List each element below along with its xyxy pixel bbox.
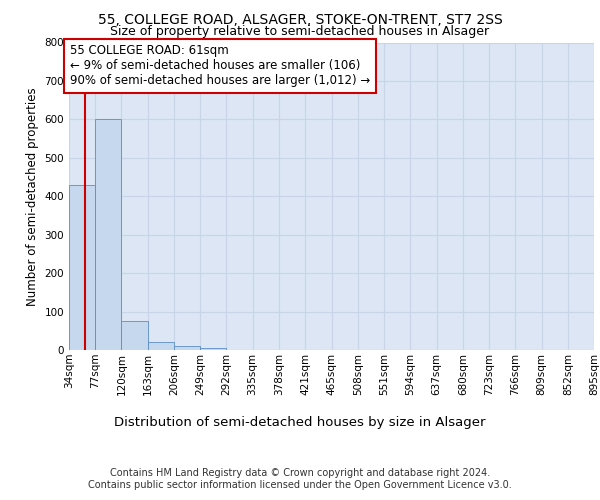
Text: 55, COLLEGE ROAD, ALSAGER, STOKE-ON-TRENT, ST7 2SS: 55, COLLEGE ROAD, ALSAGER, STOKE-ON-TREN… bbox=[98, 12, 502, 26]
Bar bbox=[95, 120, 121, 350]
Text: Contains HM Land Registry data © Crown copyright and database right 2024.: Contains HM Land Registry data © Crown c… bbox=[110, 468, 490, 477]
Text: Size of property relative to semi-detached houses in Alsager: Size of property relative to semi-detach… bbox=[110, 25, 490, 38]
Text: Contains public sector information licensed under the Open Government Licence v3: Contains public sector information licen… bbox=[88, 480, 512, 490]
Y-axis label: Number of semi-detached properties: Number of semi-detached properties bbox=[26, 87, 39, 306]
Bar bbox=[174, 346, 200, 350]
Bar bbox=[69, 184, 95, 350]
Bar bbox=[121, 321, 148, 350]
Text: Distribution of semi-detached houses by size in Alsager: Distribution of semi-detached houses by … bbox=[114, 416, 486, 429]
Text: 55 COLLEGE ROAD: 61sqm
← 9% of semi-detached houses are smaller (106)
90% of sem: 55 COLLEGE ROAD: 61sqm ← 9% of semi-deta… bbox=[70, 44, 370, 88]
Bar bbox=[148, 342, 174, 350]
Bar bbox=[200, 348, 226, 350]
